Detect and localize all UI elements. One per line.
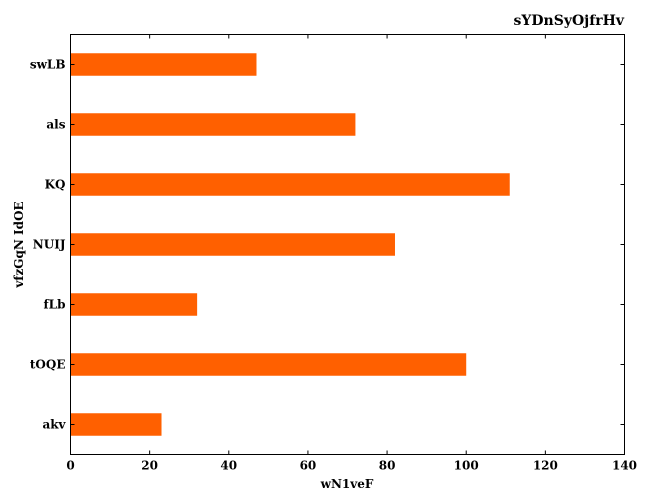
bars bbox=[70, 53, 510, 436]
bar-swlb bbox=[70, 53, 257, 76]
y-tick-label: tOQE bbox=[30, 358, 66, 372]
x-axis-title: wN1veF bbox=[320, 477, 374, 491]
x-tick-label: 60 bbox=[300, 459, 317, 473]
chart-title: sYDnSyOjfrHv bbox=[514, 13, 625, 29]
y-tick-label: swLB bbox=[30, 58, 66, 72]
y-tick-label: fLb bbox=[44, 298, 66, 312]
y-tick-label: als bbox=[46, 118, 65, 132]
bar-kq bbox=[70, 173, 510, 196]
bar-flb bbox=[70, 293, 198, 316]
x-tick-label: 100 bbox=[454, 459, 479, 473]
y-tick-label: akv bbox=[42, 418, 66, 432]
bar-als bbox=[70, 113, 356, 136]
axis-ticks: swLB als KQ NUIJ fLb tOQE akv 0 20 40 60 80 100 120 14… bbox=[30, 34, 637, 473]
y-axis-title: vfzGqN IdOE bbox=[12, 201, 26, 288]
x-tick-label: 0 bbox=[66, 459, 74, 473]
y-tick-label: NUIJ bbox=[33, 238, 66, 252]
y-tick-label: KQ bbox=[45, 178, 66, 192]
bar-nuij bbox=[70, 233, 395, 256]
bar-akv bbox=[70, 413, 162, 436]
x-tick-label: 80 bbox=[379, 459, 396, 473]
x-tick-label: 140 bbox=[612, 459, 637, 473]
bar-toqe bbox=[70, 353, 467, 376]
x-tick-label: 20 bbox=[141, 459, 158, 473]
x-tick-label: 40 bbox=[220, 459, 237, 473]
x-tick-label: 120 bbox=[533, 459, 558, 473]
